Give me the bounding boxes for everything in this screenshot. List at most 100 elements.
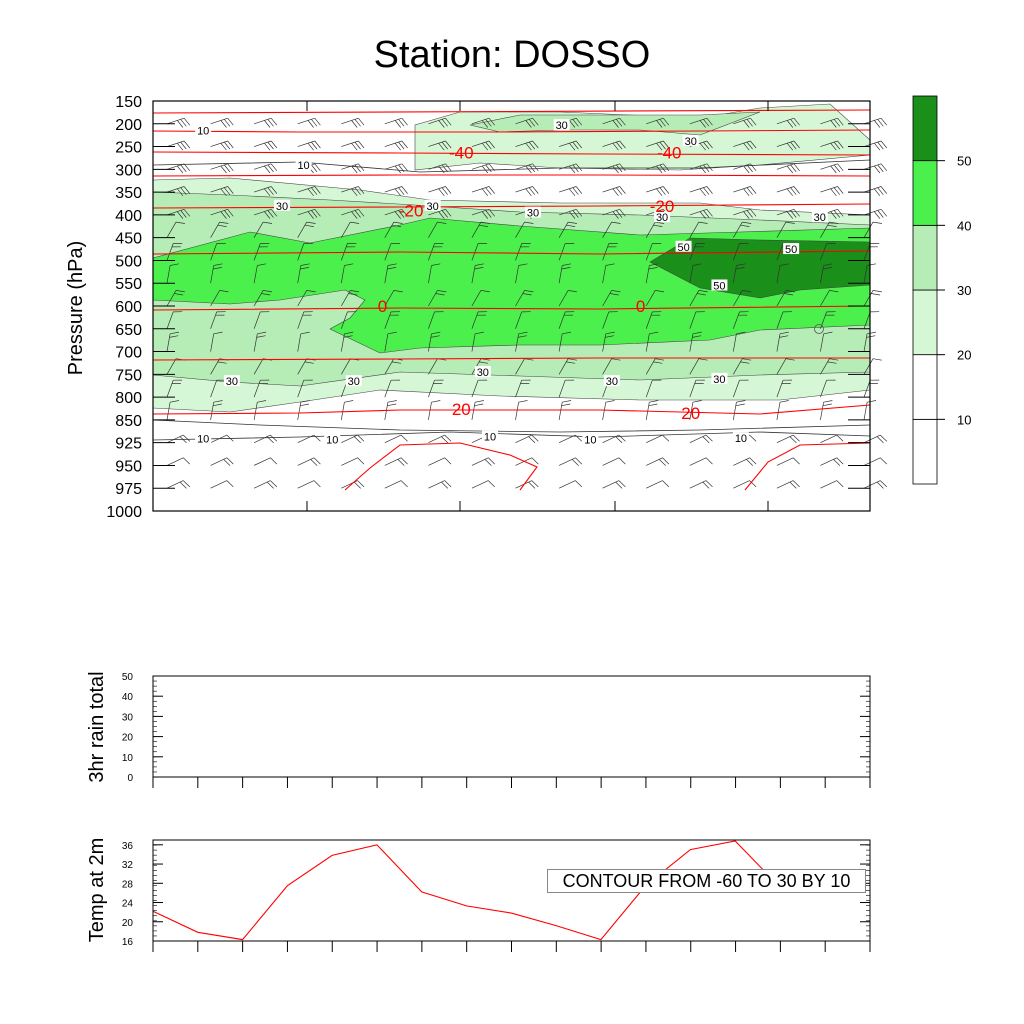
wind-barb <box>863 290 882 307</box>
wind-barb <box>428 208 452 219</box>
wind-barb <box>602 400 615 420</box>
y-tick-label: 50 <box>122 672 134 683</box>
wind-barb <box>558 186 583 197</box>
humidity-contour-label: 50 <box>677 242 689 254</box>
humidity-contour-label: 10 <box>484 432 496 444</box>
y-tick-label: 32 <box>122 860 134 871</box>
wind-barb <box>558 457 583 466</box>
wind-barb <box>776 400 789 420</box>
wind-barb <box>602 243 618 261</box>
wind-barb <box>689 208 713 219</box>
wind-barb <box>515 358 534 375</box>
wind-barb <box>384 117 408 128</box>
temperature-contour-lines <box>152 109 871 491</box>
wind-barb <box>646 117 670 128</box>
humidity-contour-label: 30 <box>556 120 568 132</box>
y-tick-label: 16 <box>122 937 134 948</box>
wind-barb <box>297 140 321 151</box>
wind-barb <box>515 379 531 398</box>
y-tick-label: 750 <box>115 367 142 384</box>
wind-barb <box>471 290 490 307</box>
humidity-contour-label: 30 <box>348 376 360 388</box>
wind-barb <box>558 163 583 174</box>
wind-barb <box>297 331 310 352</box>
wind-barb <box>210 290 229 307</box>
wind-barb <box>515 331 528 352</box>
wind-barb <box>558 208 583 219</box>
temperature-contour-label: -40 <box>657 143 682 162</box>
wind-barb <box>515 221 534 238</box>
colorbar-box <box>912 418 938 485</box>
contour-label-bg <box>654 211 671 223</box>
wind-barb <box>646 434 670 444</box>
wind-barb <box>602 358 621 375</box>
wind-barb <box>820 400 833 420</box>
wind-barb <box>384 290 403 307</box>
wind-barb <box>646 480 670 489</box>
wind-barb <box>732 221 752 238</box>
wind-barb <box>863 117 888 128</box>
wind-barb <box>732 379 749 398</box>
wind-barb <box>645 311 662 329</box>
humidity-contour-label: 10 <box>197 126 209 138</box>
wind-barb <box>428 263 441 284</box>
wind-barb <box>776 379 793 398</box>
temperature-contour-label: 20 <box>681 404 700 423</box>
wind-barb <box>340 290 360 307</box>
wind-barb <box>428 290 447 307</box>
wind-barb <box>471 208 495 219</box>
humidity-contour-label: 30 <box>713 374 725 386</box>
wind-barb <box>732 263 746 284</box>
wind-barb <box>384 379 401 398</box>
wind-barb <box>297 208 321 219</box>
wind-barb <box>863 457 888 466</box>
wind-barb <box>341 457 365 466</box>
wind-barb <box>253 480 278 489</box>
wind-barb <box>820 208 844 219</box>
humidity-contour-label: 50 <box>713 281 725 293</box>
wind-barb <box>384 434 408 444</box>
humidity-colorbar: 10 20 30 40 50 <box>912 95 971 485</box>
wind-barb <box>863 186 888 197</box>
temp-2m-panel: 16 20 24 28 32 36 Temp at 2m <box>86 838 871 952</box>
y-tick-label: 950 <box>115 458 142 475</box>
humidity-contour-label: 30 <box>427 201 439 213</box>
wind-barb <box>384 457 408 466</box>
wind-barb <box>471 221 490 238</box>
humidity-contour-label: 10 <box>326 435 338 447</box>
wind-barb <box>297 186 321 197</box>
wind-barb <box>863 263 877 284</box>
wind-barb <box>297 457 321 466</box>
wind-barb <box>863 163 888 174</box>
temperature-contour-line <box>152 305 871 311</box>
wind-barb <box>689 457 713 466</box>
wind-barb <box>384 186 408 197</box>
wind-barb <box>689 263 702 284</box>
humidity-contour-line <box>152 431 871 441</box>
temperature-contour-line <box>152 250 871 255</box>
wind-barb <box>428 140 452 151</box>
wind-barb <box>253 331 267 352</box>
wind-barb <box>384 208 408 219</box>
wind-barb <box>515 311 531 329</box>
wind-barb <box>471 457 495 466</box>
wind-barb <box>602 480 626 489</box>
wind-barb <box>340 331 354 352</box>
wind-barb <box>384 163 408 174</box>
y-tick-label: 200 <box>115 117 142 134</box>
wind-barb <box>645 400 659 420</box>
wind-barb <box>253 221 273 238</box>
wind-barb <box>558 290 577 307</box>
contour-label-bg <box>525 206 542 218</box>
contour-label-bg <box>711 372 728 384</box>
wind-barb <box>210 331 223 352</box>
contour-label-bg <box>424 199 441 211</box>
wind-barb <box>515 243 531 261</box>
y-tick-label: 700 <box>115 345 142 362</box>
wind-barb <box>253 208 278 219</box>
wind-barb <box>515 400 528 420</box>
wind-barb <box>863 358 882 375</box>
wind-barb <box>733 140 757 151</box>
wind-barb <box>166 311 183 329</box>
wind-barb <box>253 379 270 398</box>
